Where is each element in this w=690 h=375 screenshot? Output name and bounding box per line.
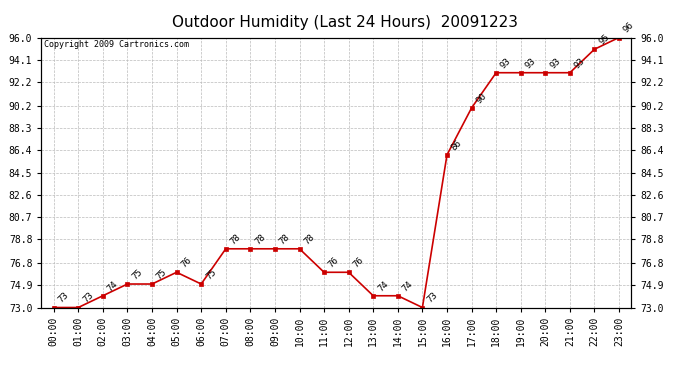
Text: 95: 95 (598, 33, 611, 46)
Text: 76: 76 (327, 255, 341, 270)
Text: 73: 73 (81, 291, 95, 305)
Text: Copyright 2009 Cartronics.com: Copyright 2009 Cartronics.com (44, 40, 189, 49)
Text: 75: 75 (155, 267, 169, 281)
Text: 96: 96 (622, 21, 635, 35)
Text: 74: 74 (401, 279, 415, 293)
Text: 78: 78 (253, 232, 267, 246)
Text: 86: 86 (450, 138, 464, 152)
Text: 75: 75 (204, 267, 218, 281)
Text: 74: 74 (376, 279, 390, 293)
Text: 73: 73 (425, 291, 439, 305)
Text: 76: 76 (179, 255, 193, 270)
Text: 78: 78 (277, 232, 292, 246)
Text: 78: 78 (302, 232, 316, 246)
Text: 93: 93 (499, 56, 513, 70)
Text: 93: 93 (573, 56, 586, 70)
Text: 93: 93 (524, 56, 538, 70)
Text: 74: 74 (106, 279, 119, 293)
Text: 76: 76 (351, 255, 366, 270)
Text: 75: 75 (130, 267, 144, 281)
Text: 78: 78 (228, 232, 242, 246)
Text: Outdoor Humidity (Last 24 Hours)  20091223: Outdoor Humidity (Last 24 Hours) 2009122… (172, 15, 518, 30)
Text: 90: 90 (474, 91, 489, 105)
Text: 73: 73 (57, 291, 70, 305)
Text: 93: 93 (548, 56, 562, 70)
